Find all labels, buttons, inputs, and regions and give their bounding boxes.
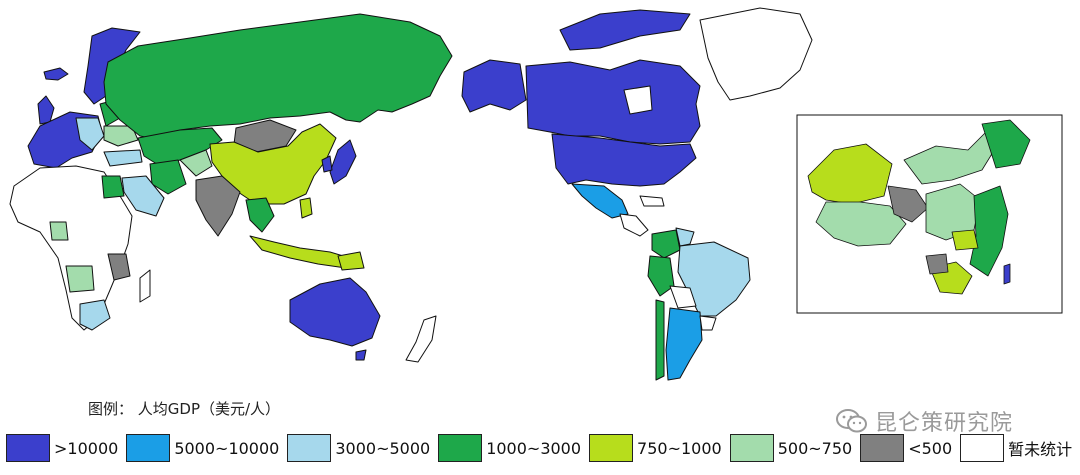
legend: >10000 5000~10000 3000~5000 1000~3000 75…	[6, 433, 1080, 463]
inset-heilongjiang	[981, 119, 1031, 169]
inset-xinjiang	[807, 143, 893, 205]
region-colombia	[651, 229, 681, 259]
legend-item: 1000~3000	[438, 434, 587, 462]
region-hudson-bay	[623, 85, 653, 115]
region-south-africa	[79, 299, 111, 331]
region-iran	[149, 159, 187, 195]
region-central-asia-2	[179, 149, 213, 177]
region-brazil	[677, 241, 751, 317]
watermark: 昆仑策研究院	[835, 405, 1013, 437]
legend-item: 5000~10000	[126, 434, 285, 462]
legend-swatch	[960, 434, 1005, 462]
region-australia	[289, 277, 381, 347]
region-madagascar	[139, 269, 151, 303]
region-alaska	[461, 59, 527, 113]
region-japan	[329, 139, 357, 185]
legend-label: 500~750	[777, 438, 853, 458]
region-indonesia	[249, 235, 351, 269]
region-arabia	[121, 175, 165, 217]
region-korea	[321, 155, 333, 173]
region-uruguay	[699, 315, 717, 331]
region-canada-islands	[559, 9, 691, 51]
region-usa	[551, 133, 697, 187]
region-uk	[37, 95, 55, 125]
region-east-africa	[107, 253, 131, 281]
region-west-africa	[49, 221, 69, 241]
region-mexico	[571, 183, 629, 219]
legend-item: <500	[860, 434, 958, 462]
region-egypt	[101, 175, 125, 199]
legend-item: 3000~5000	[287, 434, 436, 462]
legend-item: >10000	[6, 434, 124, 462]
legend-label: 1000~3000	[486, 438, 582, 458]
region-argentina	[665, 307, 703, 381]
inset-qinghai	[887, 185, 929, 223]
watermark-text: 昆仑策研究院	[875, 411, 1014, 436]
legend-swatch	[860, 434, 905, 462]
legend-swatch	[126, 434, 171, 462]
region-tasmania	[355, 349, 367, 361]
legend-label: 5000~10000	[174, 438, 280, 458]
region-india	[195, 175, 241, 237]
legend-swatch	[589, 434, 634, 462]
region-se-asia	[245, 197, 275, 233]
region-canada	[525, 59, 701, 145]
inset-henan	[951, 229, 979, 251]
legend-label: >10000	[54, 438, 119, 458]
region-eastern-europe	[75, 117, 105, 151]
region-caribbean	[639, 195, 665, 207]
legend-item: 暂未统计	[960, 434, 1078, 462]
region-png	[337, 251, 365, 271]
region-chile	[655, 299, 665, 381]
inset-tibet	[815, 201, 907, 247]
legend-swatch	[6, 434, 50, 462]
legend-item: 750~1000	[589, 434, 728, 462]
region-greenland	[699, 7, 813, 101]
legend-label: 暂未统计	[1008, 440, 1073, 459]
legend-swatch	[438, 434, 483, 462]
legend-title: 图例： 人均GDP（美元/人）	[88, 400, 281, 418]
legend-label: 3000~5000	[335, 438, 431, 458]
legend-label: <500	[908, 438, 953, 458]
region-venezuela	[675, 227, 695, 247]
legend-swatch	[729, 434, 774, 462]
legend-swatch	[287, 434, 332, 462]
region-peru	[647, 255, 675, 297]
inset-guizhou	[925, 253, 949, 275]
wechat-icon	[836, 409, 867, 433]
region-central-america	[619, 213, 649, 237]
region-angola	[65, 265, 95, 293]
region-bolivia	[669, 285, 697, 309]
legend-item: 500~750	[729, 434, 858, 462]
region-iceland	[43, 67, 69, 81]
region-turkey	[103, 149, 143, 167]
region-russia	[103, 13, 453, 141]
region-philippines	[299, 197, 313, 219]
inset-taiwan	[1003, 263, 1011, 285]
region-new-zealand	[405, 315, 437, 363]
legend-label: 750~1000	[637, 438, 722, 458]
